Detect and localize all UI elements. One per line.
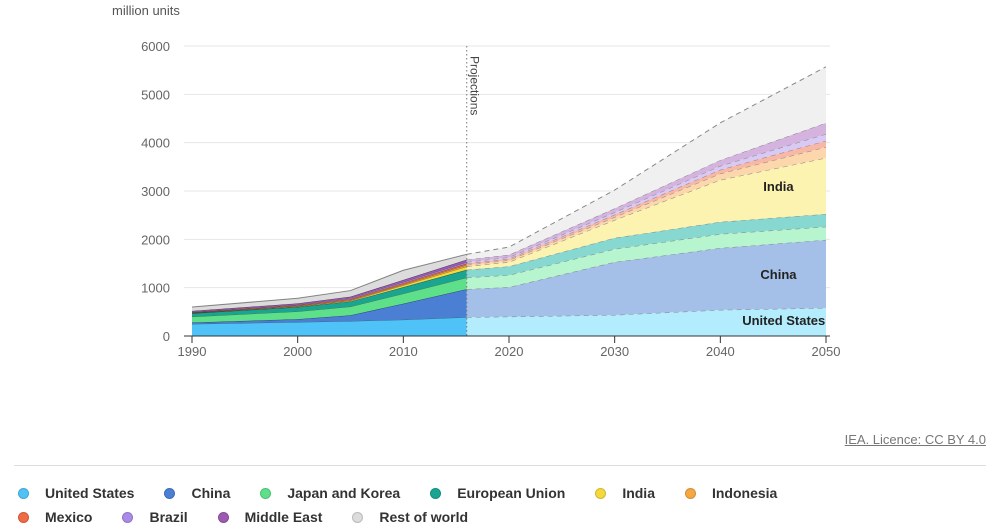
area-projection-india bbox=[466, 157, 826, 270]
legend-swatch-icon bbox=[684, 487, 696, 499]
legend-swatch-icon bbox=[352, 511, 364, 523]
annotation-united-states: United States bbox=[742, 313, 825, 328]
legend-item[interactable]: Middle East bbox=[217, 509, 323, 525]
y-tick-label: 1000 bbox=[141, 281, 170, 296]
legend-swatch-icon bbox=[595, 487, 607, 499]
x-tick-label: 1990 bbox=[178, 344, 207, 359]
y-tick-label: 5000 bbox=[141, 87, 170, 102]
x-tick-label: 2000 bbox=[283, 344, 312, 359]
legend-item[interactable]: Mexico bbox=[18, 509, 92, 525]
y-tick-label: 6000 bbox=[141, 39, 170, 54]
area-historical-japan-and-korea bbox=[192, 277, 467, 323]
annotation-china: China bbox=[760, 267, 797, 282]
legend-row: Mexico Brazil Middle East Rest of world bbox=[18, 505, 988, 529]
area-projection-rest-of-world bbox=[466, 66, 826, 260]
y-tick-label: 4000 bbox=[141, 136, 170, 151]
legend-label: India bbox=[622, 485, 655, 501]
line-projection-united-states bbox=[466, 307, 827, 318]
legend-label: Indonesia bbox=[711, 485, 778, 501]
y-tick-label: 3000 bbox=[141, 184, 170, 199]
legend-item[interactable]: China bbox=[164, 485, 230, 501]
y-tick-label: 2000 bbox=[141, 232, 170, 247]
line-projection-indonesia bbox=[466, 146, 827, 266]
legend-label: Japan and Korea bbox=[287, 485, 401, 501]
line-projection-brazil bbox=[466, 133, 827, 263]
legend-label: Middle East bbox=[244, 509, 323, 525]
legend-item[interactable]: European Union bbox=[430, 485, 565, 501]
area-historical-rest-of-world bbox=[192, 254, 467, 311]
licence-link[interactable]: IEA. Licence: CC BY 4.0 bbox=[844, 432, 986, 447]
area-projection-japan-and-korea bbox=[466, 226, 826, 290]
line-projection-rest-of-world bbox=[466, 66, 827, 255]
line-historical-rest-of-world bbox=[191, 253, 467, 308]
legend-swatch-icon bbox=[164, 487, 176, 499]
annotation-india: India bbox=[763, 179, 794, 194]
legend: United States China Japan and Korea Europea… bbox=[18, 481, 988, 529]
legend-item[interactable]: Indonesia bbox=[684, 485, 778, 501]
line-projection-japan-and-korea bbox=[466, 226, 827, 279]
legend-swatch-icon bbox=[217, 511, 229, 523]
area-projection-mexico bbox=[466, 140, 826, 265]
x-tick-label: 2030 bbox=[600, 344, 629, 359]
x-tick-label: 2040 bbox=[706, 344, 735, 359]
legend-item[interactable]: Rest of world bbox=[352, 509, 468, 525]
projection-label: Projections bbox=[468, 56, 482, 115]
legend-item[interactable]: Brazil bbox=[122, 509, 188, 525]
x-tick-label: 2010 bbox=[389, 344, 418, 359]
legend-item[interactable]: United States bbox=[18, 485, 134, 501]
legend-label: Rest of world bbox=[379, 509, 469, 525]
area-projection-united-states bbox=[466, 307, 826, 336]
legend-swatch-icon bbox=[260, 487, 272, 499]
legend-swatch-icon bbox=[18, 511, 29, 523]
legend-item[interactable]: India bbox=[595, 485, 655, 501]
area-historical-united-states bbox=[192, 317, 467, 336]
legend-label: Brazil bbox=[149, 509, 188, 525]
line-historical-japan-and-korea bbox=[191, 277, 467, 318]
divider bbox=[14, 465, 986, 466]
area-projection-middle-east bbox=[466, 122, 826, 263]
area-historical-european-union bbox=[192, 269, 467, 317]
legend-label: China bbox=[191, 485, 231, 501]
legend-label: European Union bbox=[457, 485, 566, 501]
stacked-area-chart: 0 1000 2000 3000 4000 5000 6000 Projections 1990… bbox=[141, 39, 841, 359]
legend-swatch-icon bbox=[18, 487, 29, 499]
area-historical-china bbox=[192, 289, 467, 324]
legend-label: United States bbox=[45, 485, 135, 501]
y-axis-unit-label: million units bbox=[112, 3, 180, 18]
area-projection-china bbox=[466, 239, 826, 318]
legend-item[interactable]: Japan and Korea bbox=[260, 485, 400, 501]
y-tick-label: 0 bbox=[163, 329, 170, 344]
legend-swatch-icon bbox=[430, 487, 442, 499]
legend-label: Mexico bbox=[45, 509, 93, 525]
legend-swatch-icon bbox=[122, 511, 134, 523]
x-tick-label: 2020 bbox=[495, 344, 524, 359]
area-projection-indonesia bbox=[466, 147, 826, 267]
x-tick-label: 2050 bbox=[812, 344, 841, 359]
area-projection-european-union bbox=[466, 213, 826, 278]
legend-row: United States China Japan and Korea Europea… bbox=[18, 481, 988, 505]
